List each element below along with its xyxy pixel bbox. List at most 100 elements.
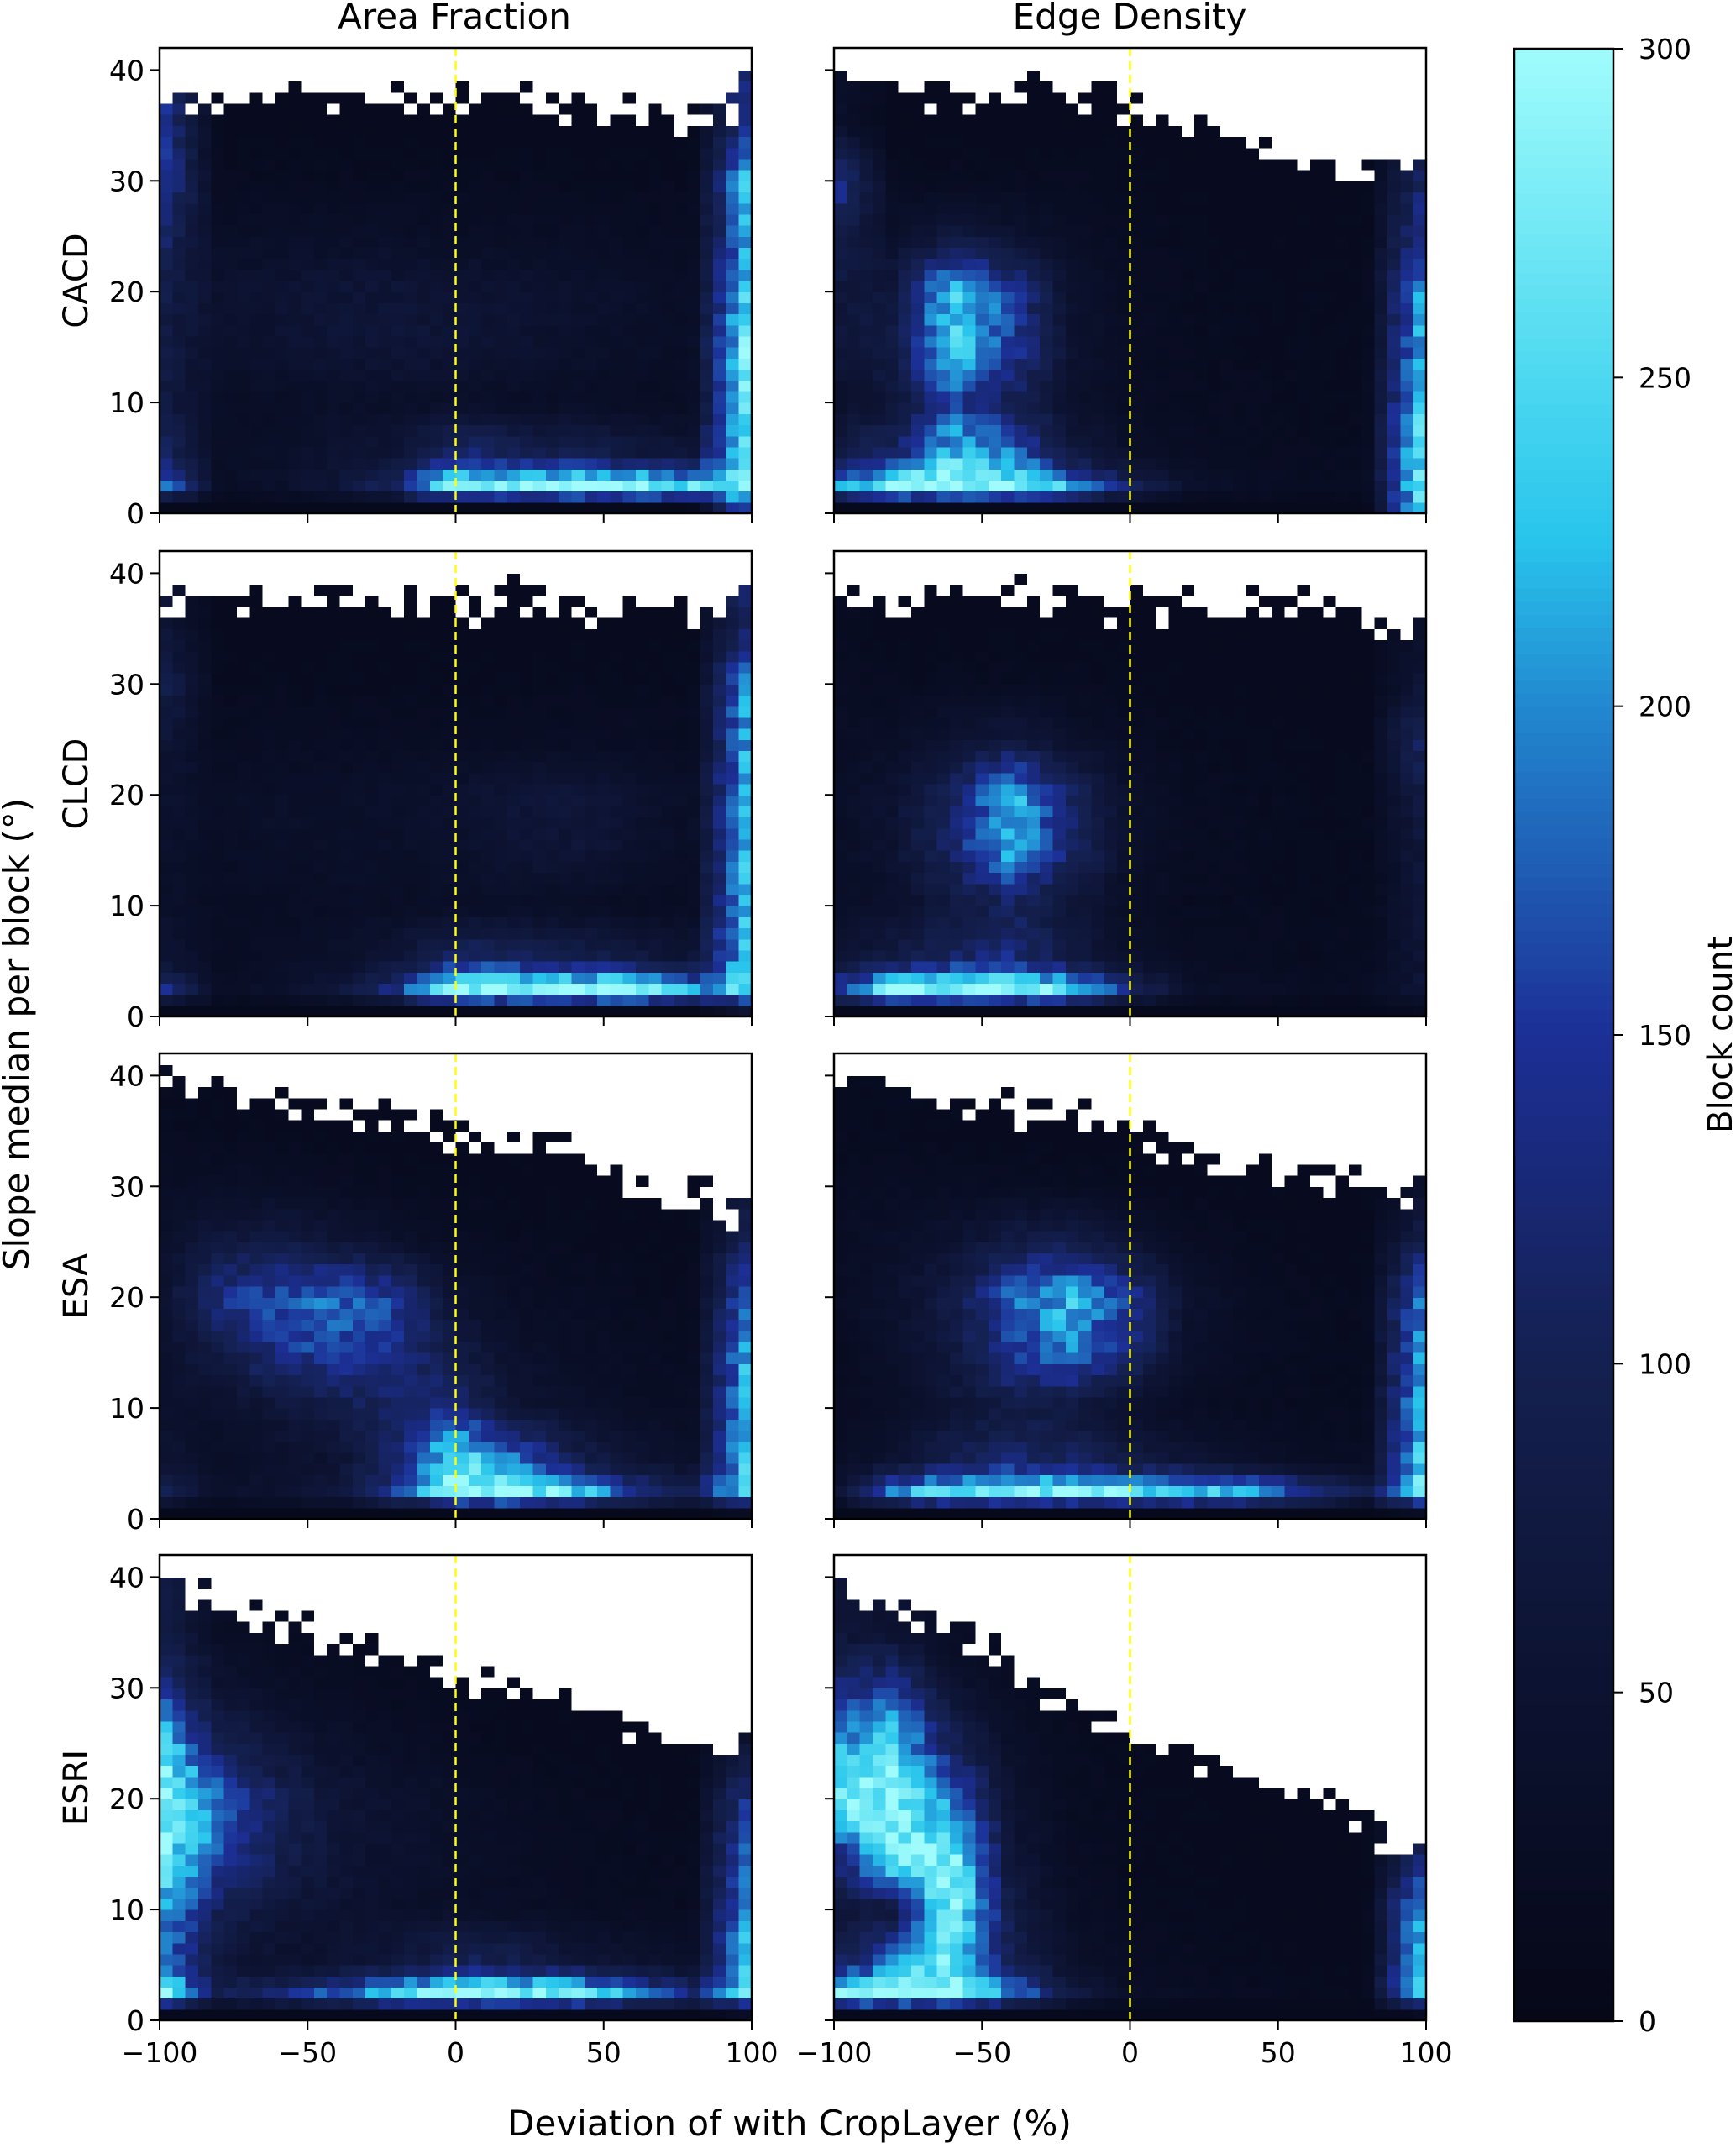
heatmap-cell (726, 136, 740, 149)
heatmap-cell (443, 784, 457, 796)
heatmap-cell (859, 402, 873, 414)
heatmap-cell (301, 335, 315, 348)
heatmap-cell (455, 225, 469, 237)
heatmap-cell (738, 192, 753, 204)
heatmap-cell (443, 551, 457, 563)
heatmap-cell (506, 324, 521, 337)
heatmap-cell (365, 81, 380, 93)
heatmap-cell (674, 181, 688, 193)
heatmap-cell (391, 894, 405, 906)
heatmap-cell (365, 983, 380, 995)
heatmap-cell (1117, 458, 1131, 470)
heatmap-cell (1117, 424, 1131, 437)
heatmap-cell (211, 236, 225, 249)
heatmap-cell (1168, 125, 1183, 138)
heatmap-cell (1194, 70, 1209, 82)
heatmap-cell (1052, 491, 1067, 503)
heatmap-cell (455, 906, 469, 917)
heatmap-cell (1091, 446, 1105, 459)
heatmap-cell (1014, 247, 1028, 260)
heatmap-cell (1207, 402, 1221, 414)
heatmap-cell (223, 784, 238, 796)
heatmap-cell (1026, 291, 1041, 303)
heatmap-cell (455, 850, 469, 862)
heatmap-cell (622, 391, 637, 403)
heatmap-cell (1361, 402, 1376, 414)
heatmap-cell (1219, 281, 1234, 292)
heatmap-cell (1181, 114, 1195, 126)
heatmap-cell (636, 258, 649, 270)
heatmap-cell (1361, 236, 1376, 249)
heatmap-cell (223, 48, 238, 60)
heatmap-cell (327, 136, 341, 149)
heatmap-cell (429, 562, 443, 574)
heatmap-cell (661, 413, 675, 426)
heatmap-cell (962, 48, 977, 60)
heatmap-cell (674, 258, 688, 270)
heatmap-cell (532, 258, 547, 270)
heatmap-cell (559, 269, 573, 281)
heatmap-cell (506, 391, 521, 403)
heatmap-cell (378, 761, 392, 774)
heatmap-cell (352, 650, 366, 663)
heatmap-cell (327, 838, 341, 851)
heatmap-cell (545, 81, 559, 93)
heatmap-cell (249, 761, 264, 774)
heatmap-cell (975, 458, 989, 470)
heatmap-cell (834, 402, 847, 414)
heatmap-cell (262, 739, 276, 752)
heatmap-cell (468, 192, 482, 204)
heatmap-cell (443, 435, 457, 448)
heatmap-cell (936, 59, 951, 71)
heatmap-cell (898, 114, 912, 126)
heatmap-cell (365, 817, 380, 829)
heatmap-cell (378, 435, 392, 448)
heatmap-cell (988, 313, 1002, 326)
heatmap-cell (494, 158, 508, 171)
heatmap-cell (1413, 225, 1427, 237)
heatmap-cell (301, 817, 315, 829)
heatmap-cell (1413, 258, 1427, 270)
heatmap-cell (391, 413, 405, 426)
heatmap-cell (339, 806, 354, 818)
heatmap-cell (236, 469, 250, 481)
heatmap-cell (1168, 59, 1183, 71)
heatmap-cell (288, 291, 302, 303)
heatmap-cell (687, 247, 701, 260)
heatmap-cell (249, 70, 264, 82)
heatmap-cell (1246, 313, 1260, 326)
heatmap-cell (1052, 102, 1067, 115)
heatmap-cell (197, 81, 212, 93)
heatmap-cell (1297, 446, 1311, 459)
heatmap-cell (1065, 435, 1079, 448)
heatmap-cell (1194, 81, 1209, 93)
heatmap-cell (1207, 59, 1221, 71)
heatmap-cell (713, 313, 726, 326)
heatmap-cell (391, 302, 405, 315)
heatmap-cell (468, 927, 482, 940)
heatmap-cell (262, 795, 276, 806)
heatmap-cell (1142, 192, 1156, 204)
heatmap-cell (975, 125, 989, 138)
heatmap-cell (1181, 369, 1195, 381)
heatmap-cell (1323, 59, 1337, 71)
heatmap-cell (1258, 258, 1272, 270)
heatmap-cell (236, 584, 250, 596)
heatmap-cell (1310, 247, 1324, 260)
heatmap-cell (936, 269, 951, 281)
heatmap-cell (622, 281, 637, 292)
heatmap-cell (1246, 358, 1260, 370)
heatmap-cell (301, 125, 315, 138)
heatmap-cell (1091, 358, 1105, 370)
heatmap-cell (1349, 269, 1362, 281)
heatmap-cell (404, 584, 418, 596)
heatmap-cell (481, 81, 496, 93)
heatmap-cell (559, 136, 573, 149)
heatmap-cell (988, 147, 1002, 160)
heatmap-cell (455, 435, 469, 448)
heatmap-cell (378, 502, 392, 514)
heatmap-cell (1142, 480, 1156, 492)
heatmap-cell (1181, 269, 1195, 281)
heatmap-cell (404, 281, 418, 292)
heatmap-cell (1014, 225, 1028, 237)
